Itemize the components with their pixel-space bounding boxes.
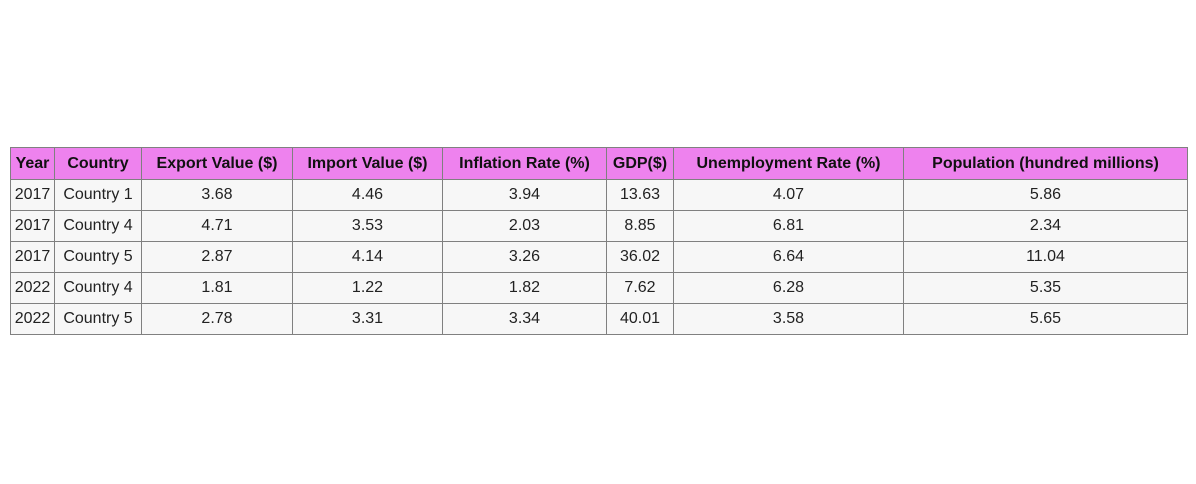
table-cell: 5.35 — [903, 272, 1188, 304]
table-cell: 2.87 — [141, 241, 293, 273]
table-cell: 2017 — [10, 241, 55, 273]
column-header: Year — [10, 147, 55, 180]
header-row: Year Country Export Value ($) Import Val… — [10, 147, 1188, 180]
table-cell: 2022 — [10, 303, 55, 335]
table-cell: 3.34 — [442, 303, 607, 335]
table-cell: 5.65 — [903, 303, 1188, 335]
column-header: Inflation Rate (%) — [442, 147, 607, 180]
table-row: 2017 Country 1 3.68 4.46 3.94 13.63 4.07… — [10, 179, 1188, 211]
table-cell: 11.04 — [903, 241, 1188, 273]
table-cell: 1.82 — [442, 272, 607, 304]
table-cell: 7.62 — [606, 272, 674, 304]
table-cell: 3.26 — [442, 241, 607, 273]
table-cell: 1.81 — [141, 272, 293, 304]
column-header: GDP($) — [606, 147, 674, 180]
table-cell: 13.63 — [606, 179, 674, 211]
table-cell: 36.02 — [606, 241, 674, 273]
table-cell: 6.81 — [673, 210, 904, 242]
table-cell: 3.94 — [442, 179, 607, 211]
table-cell: Country 4 — [54, 210, 142, 242]
table-cell: 2.34 — [903, 210, 1188, 242]
table-row: 2022 Country 4 1.81 1.22 1.82 7.62 6.28 … — [10, 272, 1188, 304]
table-row: 2017 Country 4 4.71 3.53 2.03 8.85 6.81 … — [10, 210, 1188, 242]
table-cell: 6.64 — [673, 241, 904, 273]
table-cell: 6.28 — [673, 272, 904, 304]
table-cell: 4.71 — [141, 210, 293, 242]
table-cell: Country 5 — [54, 241, 142, 273]
table-cell: 3.58 — [673, 303, 904, 335]
table-cell: 3.68 — [141, 179, 293, 211]
table-cell: Country 4 — [54, 272, 142, 304]
table-row: 2017 Country 5 2.87 4.14 3.26 36.02 6.64… — [10, 241, 1188, 273]
table-cell: 2022 — [10, 272, 55, 304]
table-cell: 4.07 — [673, 179, 904, 211]
column-header: Unemployment Rate (%) — [673, 147, 904, 180]
column-header: Population (hundred millions) — [903, 147, 1188, 180]
data-table: Year Country Export Value ($) Import Val… — [10, 147, 1188, 335]
table-cell: 2.78 — [141, 303, 293, 335]
table-cell: 4.14 — [292, 241, 443, 273]
table-cell: 3.31 — [292, 303, 443, 335]
table-cell: 2017 — [10, 210, 55, 242]
column-header: Export Value ($) — [141, 147, 293, 180]
table-cell: 2.03 — [442, 210, 607, 242]
column-header: Country — [54, 147, 142, 180]
table-cell: 40.01 — [606, 303, 674, 335]
table-cell: 8.85 — [606, 210, 674, 242]
table-row: 2022 Country 5 2.78 3.31 3.34 40.01 3.58… — [10, 303, 1188, 335]
table-cell: 3.53 — [292, 210, 443, 242]
table-cell: 4.46 — [292, 179, 443, 211]
column-header: Import Value ($) — [292, 147, 443, 180]
table-cell: 5.86 — [903, 179, 1188, 211]
table-cell: 2017 — [10, 179, 55, 211]
table-cell: 1.22 — [292, 272, 443, 304]
table-cell: Country 1 — [54, 179, 142, 211]
table-cell: Country 5 — [54, 303, 142, 335]
